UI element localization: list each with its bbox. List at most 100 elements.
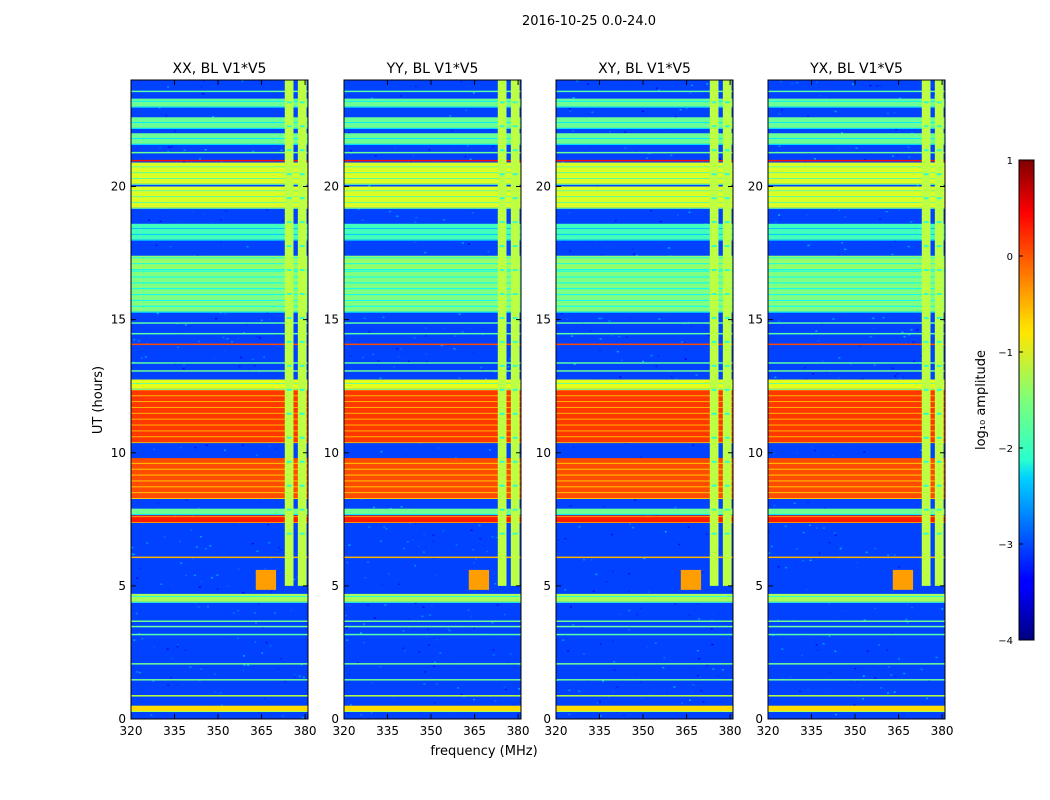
noise-speck xyxy=(200,668,203,670)
noise-speck xyxy=(801,559,804,562)
noise-speck xyxy=(153,448,155,451)
noise-speck xyxy=(844,216,847,218)
noise-speck xyxy=(402,630,405,632)
noise-speck xyxy=(865,243,868,245)
noise-speck xyxy=(862,675,865,677)
rfi-band-stripe xyxy=(556,166,733,168)
noise-speck xyxy=(855,561,858,564)
rfi-band-stripe xyxy=(131,196,308,198)
noise-speck xyxy=(190,529,193,532)
rfi-band-stripe xyxy=(768,196,945,198)
noise-speck xyxy=(618,335,621,338)
rfi-band-stripe xyxy=(556,257,733,259)
noise-speck xyxy=(360,632,362,634)
noise-speck xyxy=(560,313,563,315)
noise-speck xyxy=(454,457,457,459)
rfi-column-stripe xyxy=(499,101,505,104)
rfi-band-stripe xyxy=(768,122,945,124)
x-tick-label: 320 xyxy=(757,724,780,738)
noise-speck xyxy=(837,557,840,559)
rfi-column-stripe xyxy=(711,197,717,200)
noise-speck xyxy=(708,314,711,316)
noise-speck xyxy=(906,659,908,661)
rfi-band xyxy=(344,186,521,208)
noise-speck xyxy=(277,668,280,670)
noise-speck xyxy=(414,523,417,525)
noise-speck xyxy=(725,588,728,590)
noise-speck xyxy=(133,339,136,341)
noise-speck xyxy=(649,693,652,696)
noise-speck xyxy=(683,323,686,325)
noise-speck xyxy=(838,254,840,257)
noise-speck xyxy=(345,627,348,630)
noise-speck xyxy=(696,650,699,652)
noise-speck xyxy=(901,331,904,333)
panel-4: YX, BL V1*V5 320 335 350 365 380 0 5 10 15 20 xyxy=(748,61,954,738)
rfi-column-stripe xyxy=(711,173,717,176)
rfi-band xyxy=(556,255,733,270)
noise-speck xyxy=(181,549,184,551)
noise-speck xyxy=(382,619,385,621)
rfi-band-stripe xyxy=(344,288,521,290)
rfi-column-stripe xyxy=(923,412,929,415)
noise-speck xyxy=(350,703,352,706)
noise-speck xyxy=(850,363,853,366)
noise-speck xyxy=(389,507,392,510)
noise-speck xyxy=(768,530,770,533)
noise-speck xyxy=(377,360,380,362)
noise-speck xyxy=(373,617,376,619)
x-tick-label: 350 xyxy=(844,724,867,738)
noise-speck xyxy=(719,158,721,160)
noise-speck xyxy=(596,241,598,244)
rfi-band-stripe xyxy=(131,138,308,140)
rfi-band-stripe xyxy=(131,106,308,108)
noise-speck xyxy=(920,449,923,451)
rfi-band xyxy=(768,269,945,312)
noise-speck xyxy=(246,246,249,248)
noise-speck xyxy=(630,84,633,87)
noise-speck xyxy=(241,80,244,82)
noise-speck xyxy=(794,560,797,562)
rfi-column-stripe xyxy=(936,269,942,272)
noise-speck xyxy=(180,562,183,564)
noise-speck xyxy=(872,327,875,330)
rfi-line xyxy=(768,370,945,372)
rfi-band-stripe xyxy=(344,282,521,284)
rfi-band-stripe xyxy=(556,480,733,482)
noise-speck xyxy=(503,613,506,616)
rfi-column-stripe xyxy=(299,269,305,272)
rfi-column-stripe xyxy=(286,508,292,511)
noise-speck xyxy=(461,331,464,333)
noise-speck xyxy=(702,701,705,703)
noise-speck xyxy=(458,377,461,379)
rfi-band-stripe xyxy=(131,418,308,420)
noise-speck xyxy=(294,152,297,155)
noise-speck xyxy=(131,546,134,549)
noise-speck xyxy=(698,657,701,660)
noise-speck xyxy=(389,210,392,213)
noise-speck xyxy=(146,542,149,544)
noise-speck xyxy=(857,452,860,454)
noise-speck xyxy=(885,209,888,211)
y-tick-label: 5 xyxy=(118,579,126,593)
rfi-band-stripe xyxy=(131,711,308,713)
noise-speck xyxy=(834,534,837,536)
noise-speck xyxy=(258,603,261,605)
noise-speck xyxy=(443,219,446,221)
rfi-band-stripe xyxy=(344,430,521,432)
noise-speck xyxy=(138,633,141,635)
noise-speck xyxy=(414,221,417,223)
noise-speck xyxy=(640,697,643,700)
rfi-line xyxy=(131,343,308,346)
noise-speck xyxy=(214,691,217,693)
x-tick-label: 320 xyxy=(545,724,568,738)
rfi-column-stripe xyxy=(286,364,292,367)
noise-speck xyxy=(893,554,896,556)
y-tick-label: 0 xyxy=(331,712,339,726)
noise-speck xyxy=(179,540,181,543)
noise-speck xyxy=(346,639,349,641)
noise-speck xyxy=(202,213,205,215)
noise-speck xyxy=(215,317,218,320)
rfi-line xyxy=(131,370,308,372)
rfi-line xyxy=(556,343,733,346)
